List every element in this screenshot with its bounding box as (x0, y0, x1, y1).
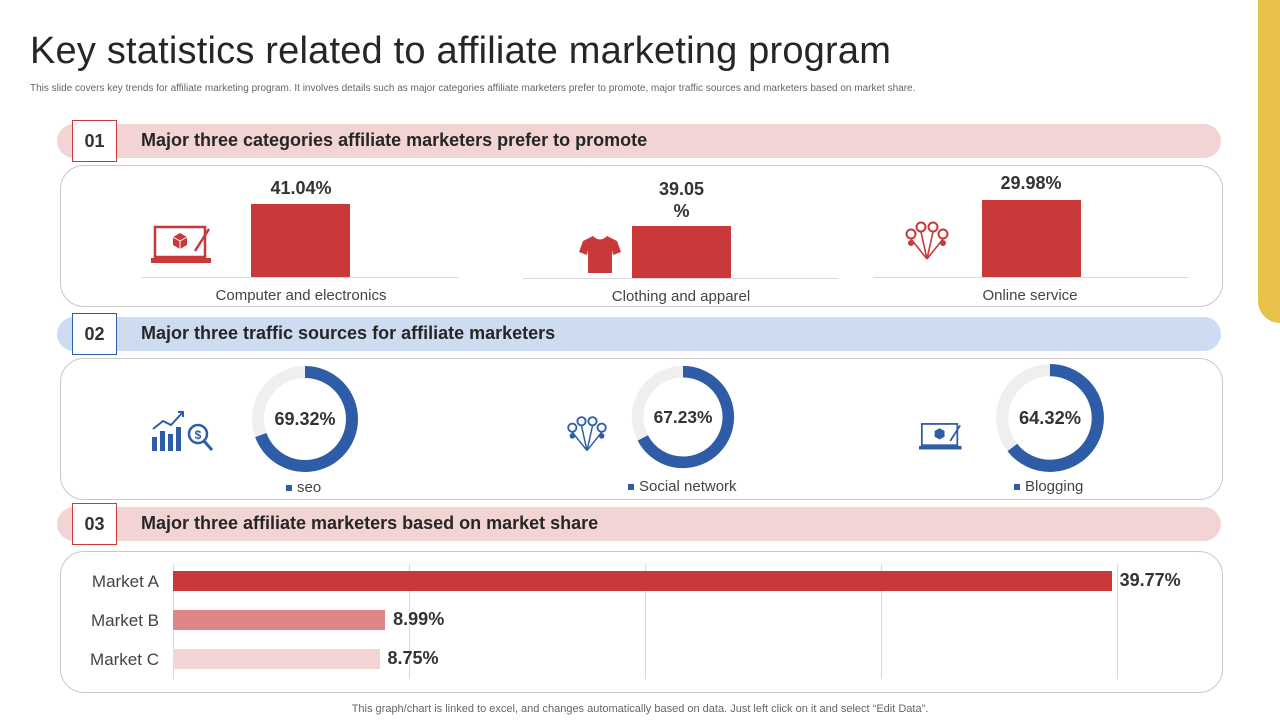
section-title-3: Major three affiliate marketers based on… (141, 513, 599, 533)
donut-slice (631, 365, 735, 469)
gridline (645, 564, 646, 679)
axis-line (523, 278, 838, 279)
gridline (881, 564, 882, 679)
svg-text:$: $ (195, 428, 202, 442)
donut-value-label: 69.32% (274, 409, 335, 429)
bar-online-service (982, 200, 1081, 277)
legend-swatch (1014, 484, 1020, 491)
market-bar (173, 610, 386, 630)
legend-blogging: Blogging (1014, 478, 1083, 495)
axis-line (141, 277, 459, 278)
donut-value-label: 67.23% (654, 407, 713, 427)
market-share-panel: Market A 39.77% Market B 8.99% Market C 8.75% (60, 551, 1223, 693)
axis-line (873, 277, 1188, 278)
category-label: Clothing and apparel (611, 288, 751, 305)
legend-seo: seo (286, 479, 321, 496)
page-title: Key statistics related to affiliate mark… (30, 30, 892, 72)
section-number-3: 03 (72, 503, 117, 545)
market-bar (173, 571, 1112, 591)
growth-chart-icon: $ (150, 407, 214, 458)
legend-social-network: Social network (628, 478, 737, 495)
legend-swatch (628, 484, 634, 491)
market-value-label: 8.99% (393, 609, 445, 629)
gridline (1117, 564, 1118, 679)
tshirt-icon (579, 234, 621, 279)
market-value-label: 8.75% (387, 648, 439, 668)
section-number-2: 02 (72, 313, 117, 355)
bar-computer-electronics (251, 204, 350, 277)
legend-label: Social network (639, 478, 737, 495)
legend-label: Blogging (1025, 478, 1084, 495)
laptop-icon (919, 419, 963, 458)
donut-value-label: 64.32% (1019, 407, 1081, 428)
donut-slice (996, 364, 1104, 472)
legend-label: seo (297, 479, 322, 496)
section-title-1: Major three categories affiliate markete… (141, 130, 648, 150)
donut-seo: 69.32% (252, 366, 358, 472)
section-header-1: 01 Major three categories affiliate mark… (57, 120, 1221, 162)
section-header-3: 03 Major three affiliate marketers based… (57, 503, 1221, 545)
network-icon (903, 221, 951, 268)
laptop-icon (151, 221, 213, 272)
page-subtitle: This slide covers key trends for affilia… (30, 83, 916, 94)
market-value-label: 39.77% (1119, 570, 1181, 590)
section-header-2: 02 Major three traffic sources for affil… (57, 313, 1221, 355)
donut-slice (252, 366, 358, 472)
decorative-gold-tab (1258, 0, 1280, 323)
donut-social-network: 67.23% (631, 365, 735, 469)
section-number-1: 01 (72, 120, 117, 162)
bar-value-label: 39.05 % (658, 179, 705, 221)
bar-value-label: 29.98% (1000, 173, 1062, 193)
market-label: Market A (91, 572, 159, 591)
section-title-2: Major three traffic sources for affiliat… (141, 323, 556, 343)
traffic-panel: $ 69.32% seo 67.23% Social network (60, 358, 1223, 500)
bar-value-label: 41.04% (270, 178, 332, 198)
gridline (409, 564, 410, 679)
market-label: Market B (90, 611, 159, 630)
bar-clothing-apparel (632, 226, 731, 278)
category-label: Computer and electronics (215, 287, 387, 304)
network-icon (565, 415, 609, 460)
legend-swatch (286, 485, 292, 492)
donut-blogging: 64.32% (996, 364, 1104, 472)
market-bar (173, 649, 380, 669)
category-label: Online service (982, 287, 1078, 304)
categories-panel: 41.04% Computer and electronics 39.05 % … (60, 165, 1223, 307)
footnote: This graph/chart is linked to excel, and… (351, 703, 929, 715)
market-label: Market C (90, 650, 159, 669)
